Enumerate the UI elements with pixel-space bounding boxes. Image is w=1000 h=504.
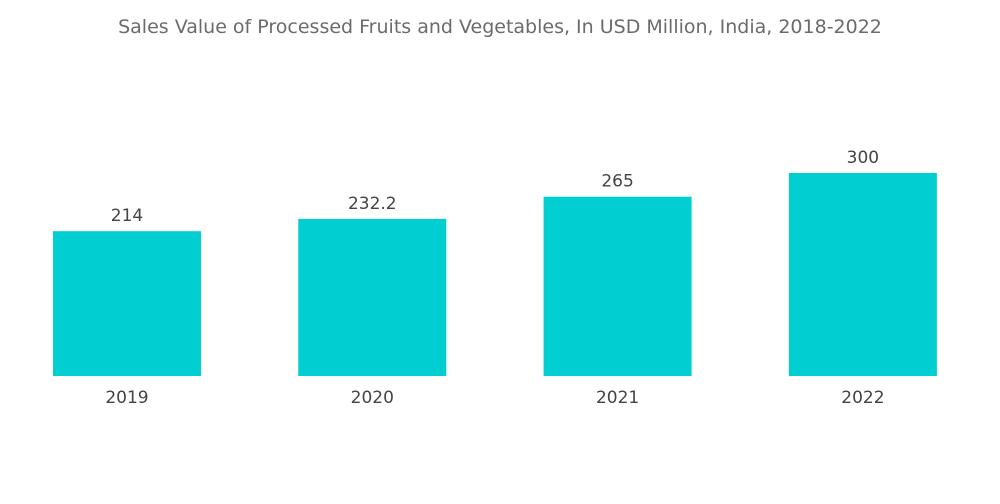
- value-label-2022: 300: [847, 148, 879, 168]
- value-labels-group: 214 232.2 265 300: [111, 148, 879, 226]
- x-tick-label-2020: 2020: [351, 388, 394, 408]
- bars-group: [53, 173, 937, 376]
- bar-2022: [788, 173, 937, 376]
- chart-title: Sales Value of Processed Fruits and Vege…: [118, 16, 882, 38]
- x-tick-label-2022: 2022: [841, 388, 884, 408]
- x-tick-label-2019: 2019: [105, 388, 148, 408]
- x-tick-label-2021: 2021: [596, 388, 639, 408]
- bar-2019: [53, 231, 201, 376]
- bar-2021: [543, 196, 692, 376]
- value-label-2019: 214: [111, 206, 143, 226]
- value-label-2021: 265: [601, 172, 633, 192]
- bar-2020: [298, 218, 447, 376]
- value-label-2020: 232.2: [348, 194, 397, 214]
- x-axis-tick-labels: 2019 2020 2021 2022: [105, 388, 884, 408]
